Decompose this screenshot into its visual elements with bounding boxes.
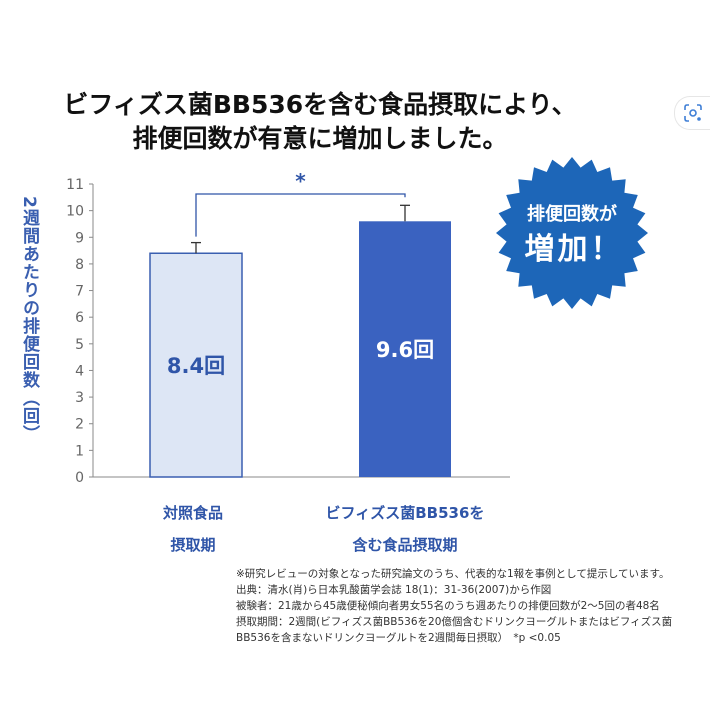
chart-title: ビフィズス菌BB536を含む食品摂取により、 排便回数が有意に増加しました。 — [40, 88, 600, 156]
data-label-1: 9.6回 — [376, 338, 434, 362]
y-tick-label-2: 2 — [75, 417, 84, 433]
category-control-line-2: 摂取期 — [170, 536, 216, 554]
y-tick-label-4: 4 — [75, 363, 84, 379]
y-axis-label: 2週間あたりの排便回数（回） — [19, 196, 39, 443]
title-line-2: 排便回数が有意に増加しました。 — [132, 124, 508, 153]
y-tick-label-11: 11 — [66, 177, 84, 193]
y-tick-label-0: 0 — [75, 470, 84, 486]
starburst-shape — [496, 157, 648, 309]
significance-marker: * — [295, 169, 306, 193]
category-control-line-1: 対照食品 — [162, 504, 223, 522]
footnote-3: 被験者：21歳から45歳便秘傾向者男女55名のうち週あたりの排便回数が2～5回の… — [236, 600, 660, 612]
significance-bracket — [195, 193, 406, 237]
category-test-line-2: 含む食品摂取期 — [352, 536, 458, 554]
category-label-test: ビフィズス菌BB536を 含む食品摂取期 — [300, 497, 510, 561]
badge-line-1: 排便回数が — [527, 203, 617, 225]
footnotes: ※研究レビューの対象となった研究論文のうち、代表的な1報を事例として提示していま… — [236, 566, 706, 646]
y-tick-label-5: 5 — [75, 337, 84, 353]
y-tick-label-6: 6 — [75, 310, 84, 326]
y-tick-label-7: 7 — [75, 284, 84, 300]
data-label-0: 8.4回 — [167, 354, 225, 378]
starburst-badge: 排便回数が 増加！ — [496, 157, 648, 309]
title-line-1: ビフィズス菌BB536を含む食品摂取により、 — [63, 90, 577, 119]
bar-control — [149, 252, 243, 478]
y-tick-label-8: 8 — [75, 257, 84, 273]
y-tick-label-3: 3 — [75, 390, 84, 406]
bar-chart: 0 1 2 3 4 5 6 7 8 9 10 11 * 8.4回 9.6回 — [66, 169, 510, 486]
bar-test — [359, 221, 451, 477]
category-test-line-1: ビフィズス菌BB536を — [325, 504, 485, 522]
footnote-1: ※研究レビューの対象となった研究論文のうち、代表的な1報を事例として提示していま… — [236, 568, 670, 580]
footnote-2: 出典：清水(肖)ら日本乳酸菌学会誌 18(1)：31-36(2007)から作図 — [236, 584, 552, 596]
lens-icon — [684, 104, 702, 122]
y-tick-label-10: 10 — [66, 204, 84, 220]
category-label-control: 対照食品 摂取期 — [128, 497, 258, 561]
badge-line-2: 増加！ — [525, 232, 624, 267]
footnote-4: 摂取期間：2週間(ビフィズス菌BB536を20億個含むドリンクヨーグルトまたはビ… — [236, 616, 673, 628]
y-tick-label-9: 9 — [75, 230, 84, 246]
lens-search-button[interactable] — [674, 96, 710, 130]
footnote-5: BB536を含まないドリンクヨーグルトを2週間毎日摂取） *p <0.05 — [236, 632, 561, 644]
y-tick-label-1: 1 — [75, 443, 84, 459]
